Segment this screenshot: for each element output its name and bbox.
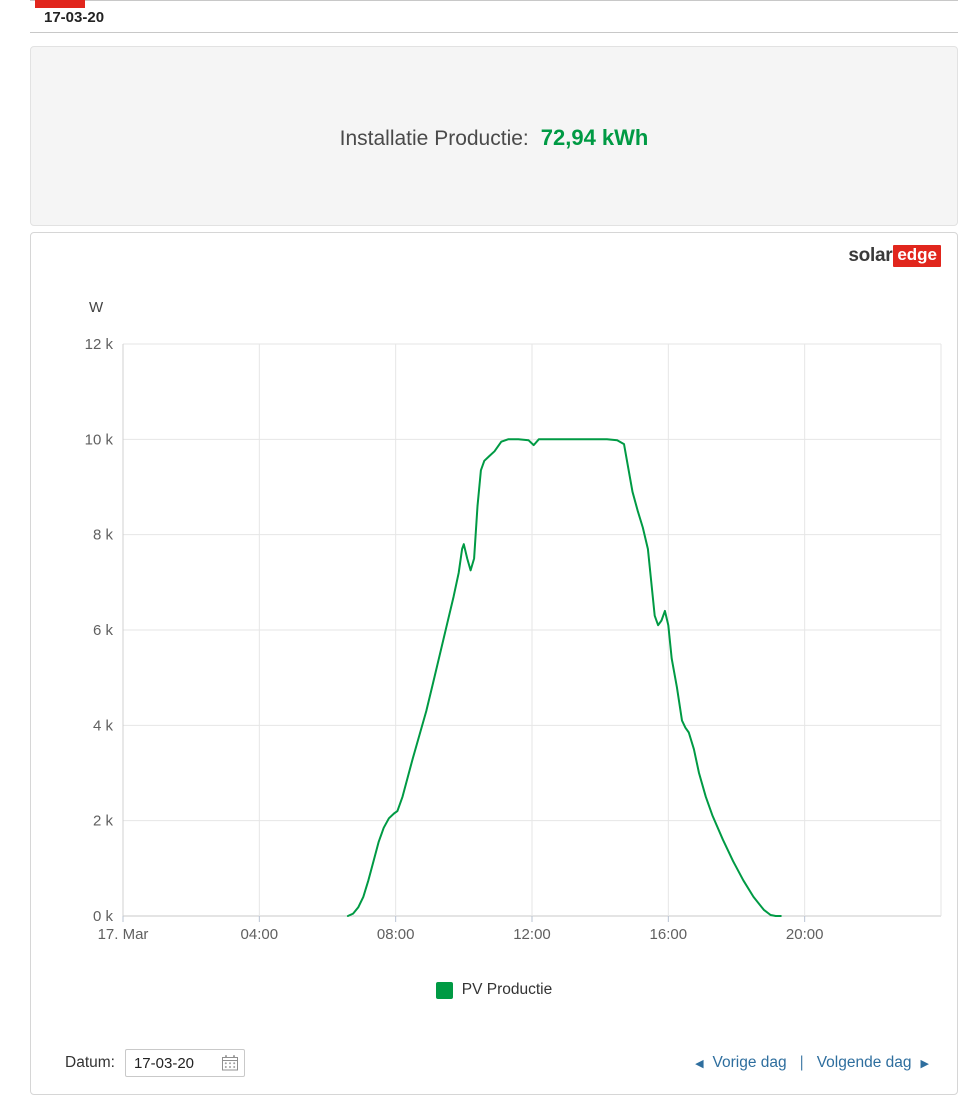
chart-footer: Datum:: [43, 1049, 945, 1077]
chart-legend[interactable]: PV Productie: [43, 977, 945, 1003]
svg-text:12:00: 12:00: [513, 926, 551, 943]
day-navigation: ◀ Vorige dag | Volgende dag ▶: [695, 1054, 929, 1072]
svg-text:17. Mar: 17. Mar: [98, 926, 149, 943]
production-value: 72,94 kWh: [540, 125, 649, 150]
date-input-wrap: [124, 1049, 245, 1077]
svg-text:8 k: 8 k: [93, 527, 114, 544]
legend-label: PV Productie: [461, 981, 553, 998]
svg-text:20:00: 20:00: [786, 926, 824, 943]
date-header-label: 17-03-20: [44, 9, 105, 26]
svg-text:W: W: [89, 299, 104, 316]
datum-label: Datum:: [65, 1054, 115, 1071]
next-day-arrow-icon[interactable]: ▶: [920, 1057, 929, 1070]
production-label: Installatie Productie:: [339, 127, 529, 150]
svg-text:16:00: 16:00: [650, 926, 688, 943]
pv-production-chart-svg[interactable]: 12 k 10 k 8 k 6 k 4 k 2 k 0 k17. Mar 04:00 08:00…: [43, 269, 947, 969]
date-input[interactable]: [124, 1049, 245, 1077]
date-header: 17-03-20: [30, 0, 958, 33]
date-picker-group: Datum:: [65, 1049, 245, 1077]
previous-day-arrow-icon[interactable]: ◀: [695, 1057, 704, 1070]
svg-text:4 k: 4 k: [93, 717, 114, 734]
svg-text:0 k: 0 k: [93, 908, 114, 925]
pv-production-chart[interactable]: 12 k 10 k 8 k 6 k 4 k 2 k 0 k 17. Mar 04:00 08:00…: [43, 269, 945, 969]
content-frame: 17-03-20 Installatie Productie: 72,94 kW…: [30, 0, 958, 1095]
production-summary-panel: Installatie Productie: 72,94 kWh: [30, 46, 958, 226]
svg-text:08:00: 08:00: [377, 926, 415, 943]
svg-text:10 k: 10 k: [85, 431, 114, 448]
svg-text:12 k: 12 k: [85, 336, 114, 353]
legend-swatch: [435, 981, 453, 999]
svg-text:04:00: 04:00: [241, 926, 279, 943]
solaredge-logo: solar edge: [43, 243, 945, 269]
logo-solar-text: solar: [848, 245, 893, 266]
previous-day-link[interactable]: Vorige dag: [712, 1054, 787, 1071]
active-tab-indicator: [35, 0, 85, 8]
calendar-icon[interactable]: [221, 1054, 239, 1072]
svg-text:6 k: 6 k: [93, 622, 114, 639]
nav-separator: |: [799, 1054, 804, 1071]
chart-panel: solar edge 12 k 10 k 8 k 6 k 4 k 2 k 0 k 17. Ma…: [30, 232, 958, 1095]
logo-edge-text: edge: [893, 245, 941, 267]
next-day-link[interactable]: Volgende dag: [816, 1054, 912, 1071]
svg-text:2 k: 2 k: [93, 813, 114, 830]
